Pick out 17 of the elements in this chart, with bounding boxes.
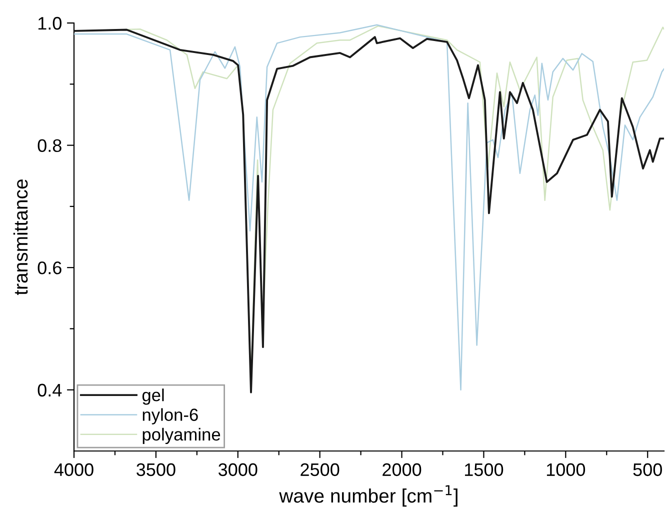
x-tick-label: 1500 [465,463,504,476]
x-tick-label: 2500 [300,463,340,476]
y-tick-label: 0.8 [38,139,62,152]
legend-label: polyamine [142,428,220,444]
x-tick-label: 3500 [136,463,176,476]
legend-label: gel [142,388,164,405]
y-tick-label: 0.4 [38,384,62,397]
x-tick-label: 4000 [54,463,94,476]
x-tick-label: 2000 [382,463,422,476]
y-axis-title: transmittance [13,180,28,296]
y-tick-label: 1.0 [38,16,62,30]
x-tick-label: 500 [633,463,662,476]
x-tick-label: 3000 [218,463,258,476]
x-tick-label: 1000 [546,463,586,476]
x-axis-title: wave number [cm$^{−1}$] [279,485,458,507]
y-tick-label: 0.6 [38,262,62,274]
legend-label: nylon-6 [142,408,198,424]
